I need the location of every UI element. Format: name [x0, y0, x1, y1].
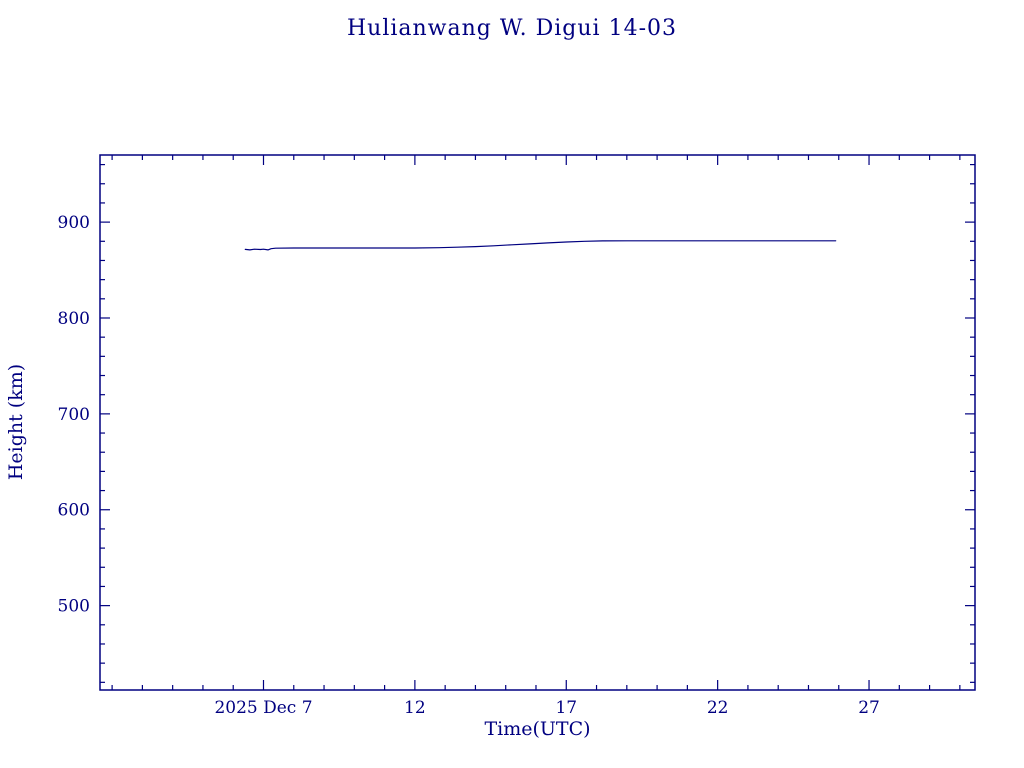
svg-text:700: 700 [58, 405, 90, 425]
svg-text:22: 22 [707, 698, 729, 718]
height-series-line [244, 240, 837, 251]
svg-text:17: 17 [555, 698, 577, 718]
svg-text:12: 12 [404, 698, 426, 718]
svg-text:27: 27 [858, 698, 880, 718]
svg-text:2025 Dec 7: 2025 Dec 7 [214, 698, 312, 718]
x-axis-label: Time(UTC) [484, 718, 591, 740]
svg-text:900: 900 [58, 213, 90, 233]
svg-text:600: 600 [58, 501, 90, 521]
chart-title: Hulianwang W. Digui 14-03 [346, 16, 678, 41]
svg-text:500: 500 [58, 597, 90, 617]
svg-text:800: 800 [58, 309, 90, 329]
